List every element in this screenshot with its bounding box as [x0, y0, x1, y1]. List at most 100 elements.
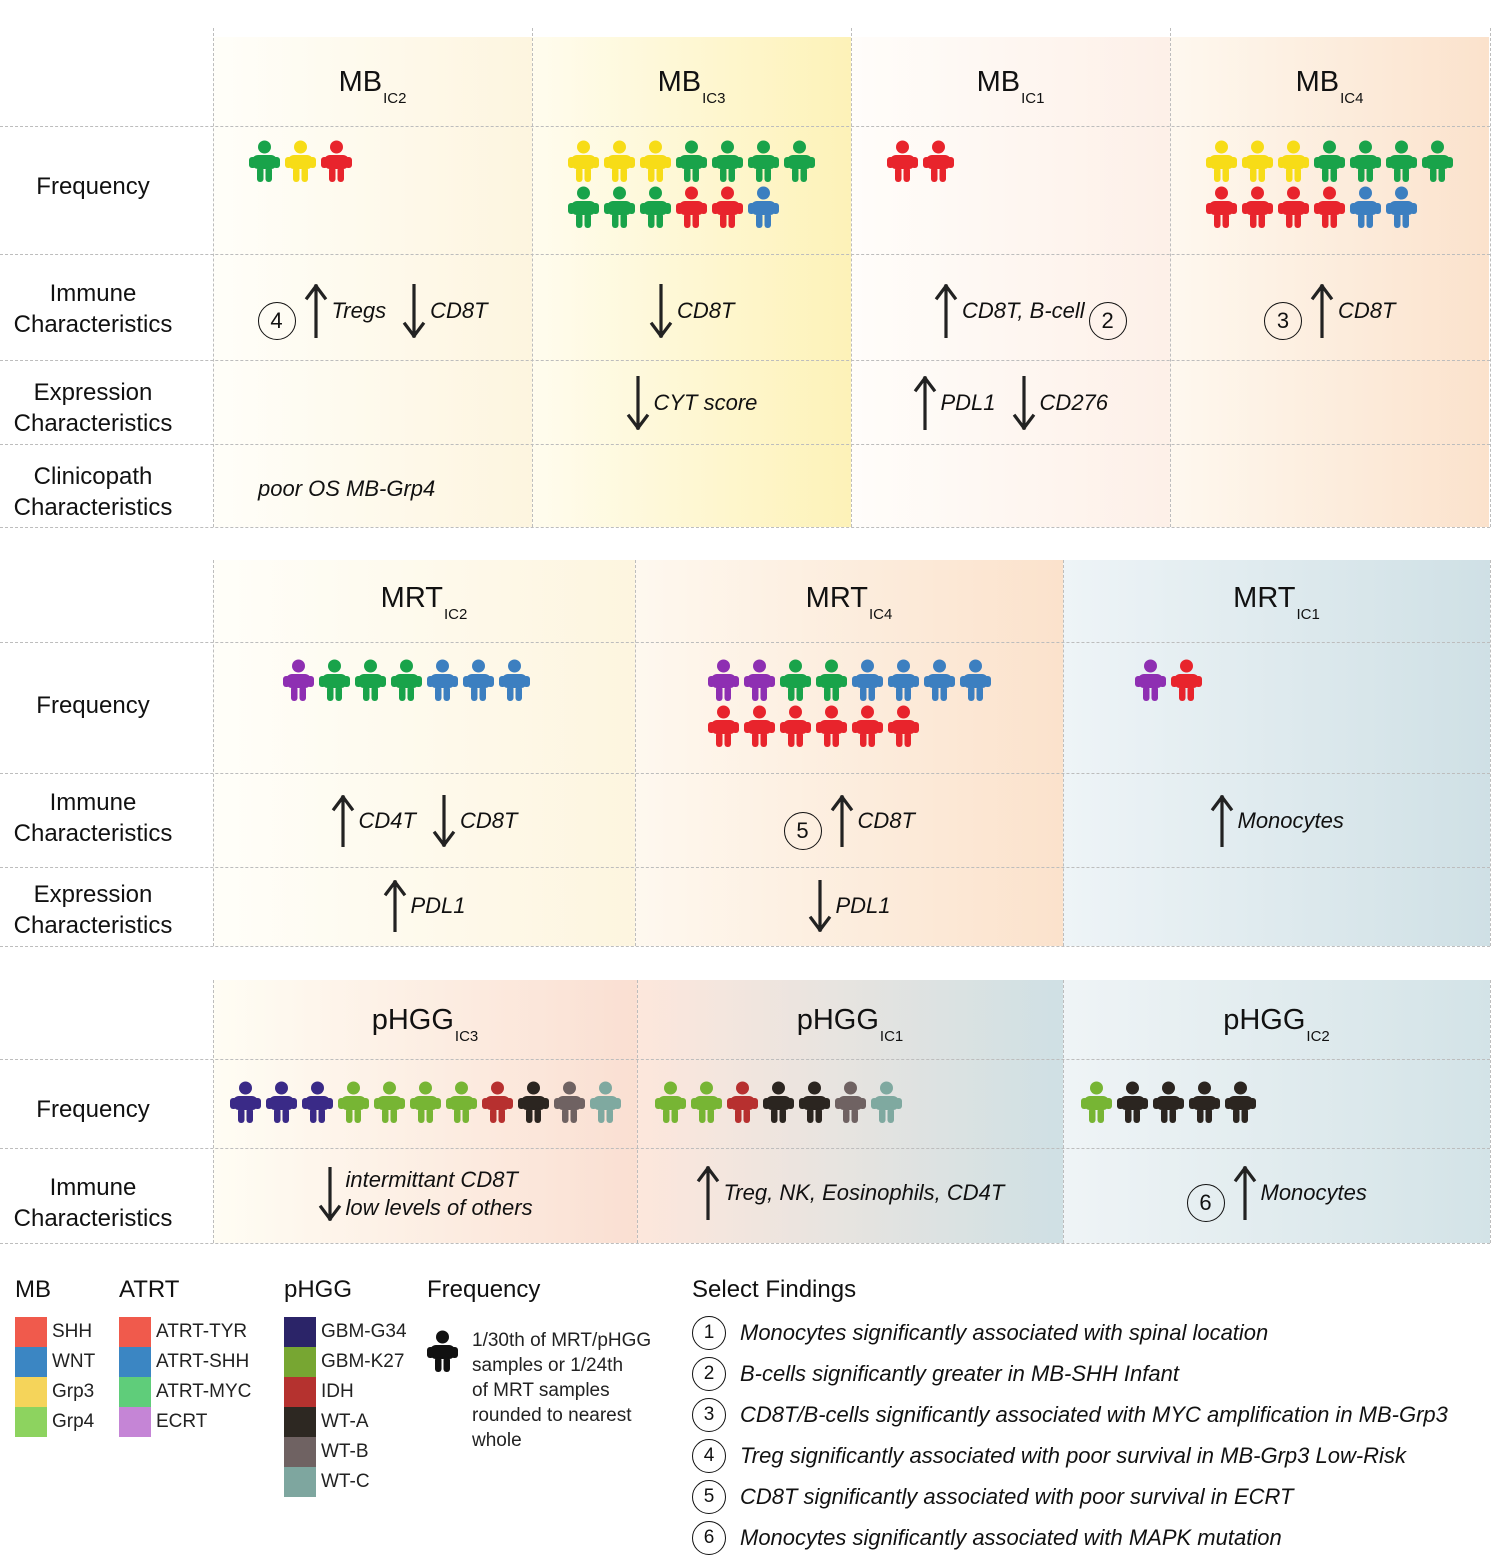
characteristic-label: CYT score — [653, 390, 758, 415]
cluster-column-bg — [1063, 560, 1490, 946]
person-icon — [568, 186, 599, 228]
clinicopath-characteristics: poor OS MB-Grp4 — [258, 476, 436, 501]
legend-item: WT-A — [284, 1407, 369, 1437]
person-icon — [321, 140, 352, 182]
frequency-icons — [1063, 659, 1490, 705]
immune-characteristics: 3 CD8T — [1264, 284, 1395, 340]
legend-label: ATRT-TYR — [156, 1321, 248, 1342]
person-icon — [338, 1081, 369, 1123]
person-icon — [708, 659, 739, 701]
cluster-column-bg — [532, 37, 851, 527]
cluster-id: IC4 — [868, 606, 893, 623]
cluster-name: MRT — [1233, 582, 1296, 614]
finding-number-badge: 2 — [1088, 302, 1127, 340]
arrow-up-icon — [1233, 1166, 1256, 1220]
row-divider — [0, 1243, 1490, 1244]
person-icon — [799, 1081, 830, 1123]
row-divider — [0, 773, 1490, 774]
finding-number-badge: 3 — [1264, 302, 1302, 340]
row-divider — [0, 642, 1490, 643]
person-icon — [285, 140, 316, 182]
frequency-icon-grid — [652, 1081, 1048, 1127]
finding-item: 2 B-cells significantly greater in MB-SHH… — [692, 1357, 1179, 1391]
frequency-icons — [851, 140, 1170, 186]
characteristic-label: CD8T — [677, 298, 735, 323]
frequency-icons — [1063, 1081, 1490, 1127]
characteristic-label: PDL1 — [410, 893, 466, 918]
characteristic-label: CD4T — [358, 808, 416, 833]
person-icon — [1171, 659, 1202, 701]
characteristic-label: CD8T — [459, 808, 518, 833]
person-icon — [568, 140, 599, 182]
person-icon — [924, 659, 955, 701]
cluster-title: MBIC1 — [851, 66, 1170, 107]
person-icon — [427, 1330, 458, 1372]
column-divider — [637, 980, 638, 1243]
immune-characteristics: CD4T CD8T — [331, 795, 518, 847]
cluster-id: IC4 — [1340, 90, 1364, 107]
frequency-icon-grid — [1133, 659, 1421, 705]
column-divider — [213, 28, 214, 527]
cluster-id: IC3 — [454, 1028, 479, 1045]
legend-label: Grp4 — [52, 1411, 95, 1432]
cluster-id: IC1 — [1021, 90, 1045, 107]
arrow-up-icon — [331, 795, 354, 847]
person-icon — [1189, 1081, 1220, 1123]
cluster-id: IC2 — [383, 90, 407, 107]
arrow-up-icon — [934, 284, 958, 338]
cluster-id: IC1 — [879, 1028, 904, 1045]
legend-label: ATRT-MYC — [156, 1381, 252, 1402]
person-icon — [727, 1081, 758, 1123]
cluster-name: MB — [657, 66, 702, 98]
legend-item: WNT — [15, 1347, 95, 1377]
row-label-immune: Immune Characteristics — [13, 280, 173, 338]
column-divider — [213, 980, 214, 1243]
cluster-column-bg — [213, 560, 635, 946]
row-divider — [0, 527, 1490, 528]
legend-item: GBM-K27 — [284, 1347, 404, 1377]
person-icon — [780, 705, 811, 747]
person-icon — [888, 659, 919, 701]
legend-label: WT-C — [321, 1471, 370, 1492]
person-icon — [712, 186, 743, 228]
person-icon — [374, 1081, 405, 1123]
characteristic-label: Monocytes — [1260, 1180, 1367, 1205]
person-icon — [1225, 1081, 1256, 1123]
person-icon — [1278, 186, 1309, 228]
finding-item: 6 Monocytes significantly associated with… — [692, 1521, 1282, 1555]
cluster-title: MRTIC1 — [1063, 582, 1490, 623]
cluster-title: MRTIC4 — [635, 582, 1063, 623]
cluster-name: pHGG — [796, 1004, 879, 1036]
arrow-down-icon — [649, 284, 673, 338]
row-divider — [0, 1059, 1490, 1060]
person-icon — [446, 1081, 477, 1123]
row-label-expression: Expression Characteristics — [13, 881, 173, 939]
person-icon — [1314, 186, 1345, 228]
characteristic-label: intermittant CD8T low levels of others — [345, 1167, 533, 1220]
person-icon — [1135, 659, 1166, 701]
person-icon — [763, 1081, 794, 1123]
person-icon — [604, 186, 635, 228]
frequency-icons — [635, 659, 1063, 751]
person-icon — [604, 140, 635, 182]
cluster-id: IC3 — [702, 90, 726, 107]
person-icon — [590, 1081, 621, 1123]
person-icon — [319, 659, 350, 701]
person-icon — [1081, 1081, 1112, 1123]
finding-number-badge: 5 — [692, 1480, 726, 1514]
frequency-icons — [532, 140, 851, 232]
characteristic-label: CD276 — [1039, 390, 1109, 415]
legend-swatch — [15, 1317, 47, 1347]
person-icon — [499, 659, 530, 701]
person-icon — [676, 186, 707, 228]
person-icon — [691, 1081, 722, 1123]
person-icon — [640, 186, 671, 228]
legend-swatch — [284, 1317, 316, 1347]
legend-item: SHH — [15, 1317, 92, 1347]
frequency-icon-grid — [705, 659, 993, 751]
legend-swatch — [119, 1347, 151, 1377]
expression-characteristics: CYT score — [626, 376, 758, 430]
person-icon — [1206, 140, 1237, 182]
person-icon — [391, 659, 422, 701]
legend-label: IDH — [321, 1381, 354, 1402]
